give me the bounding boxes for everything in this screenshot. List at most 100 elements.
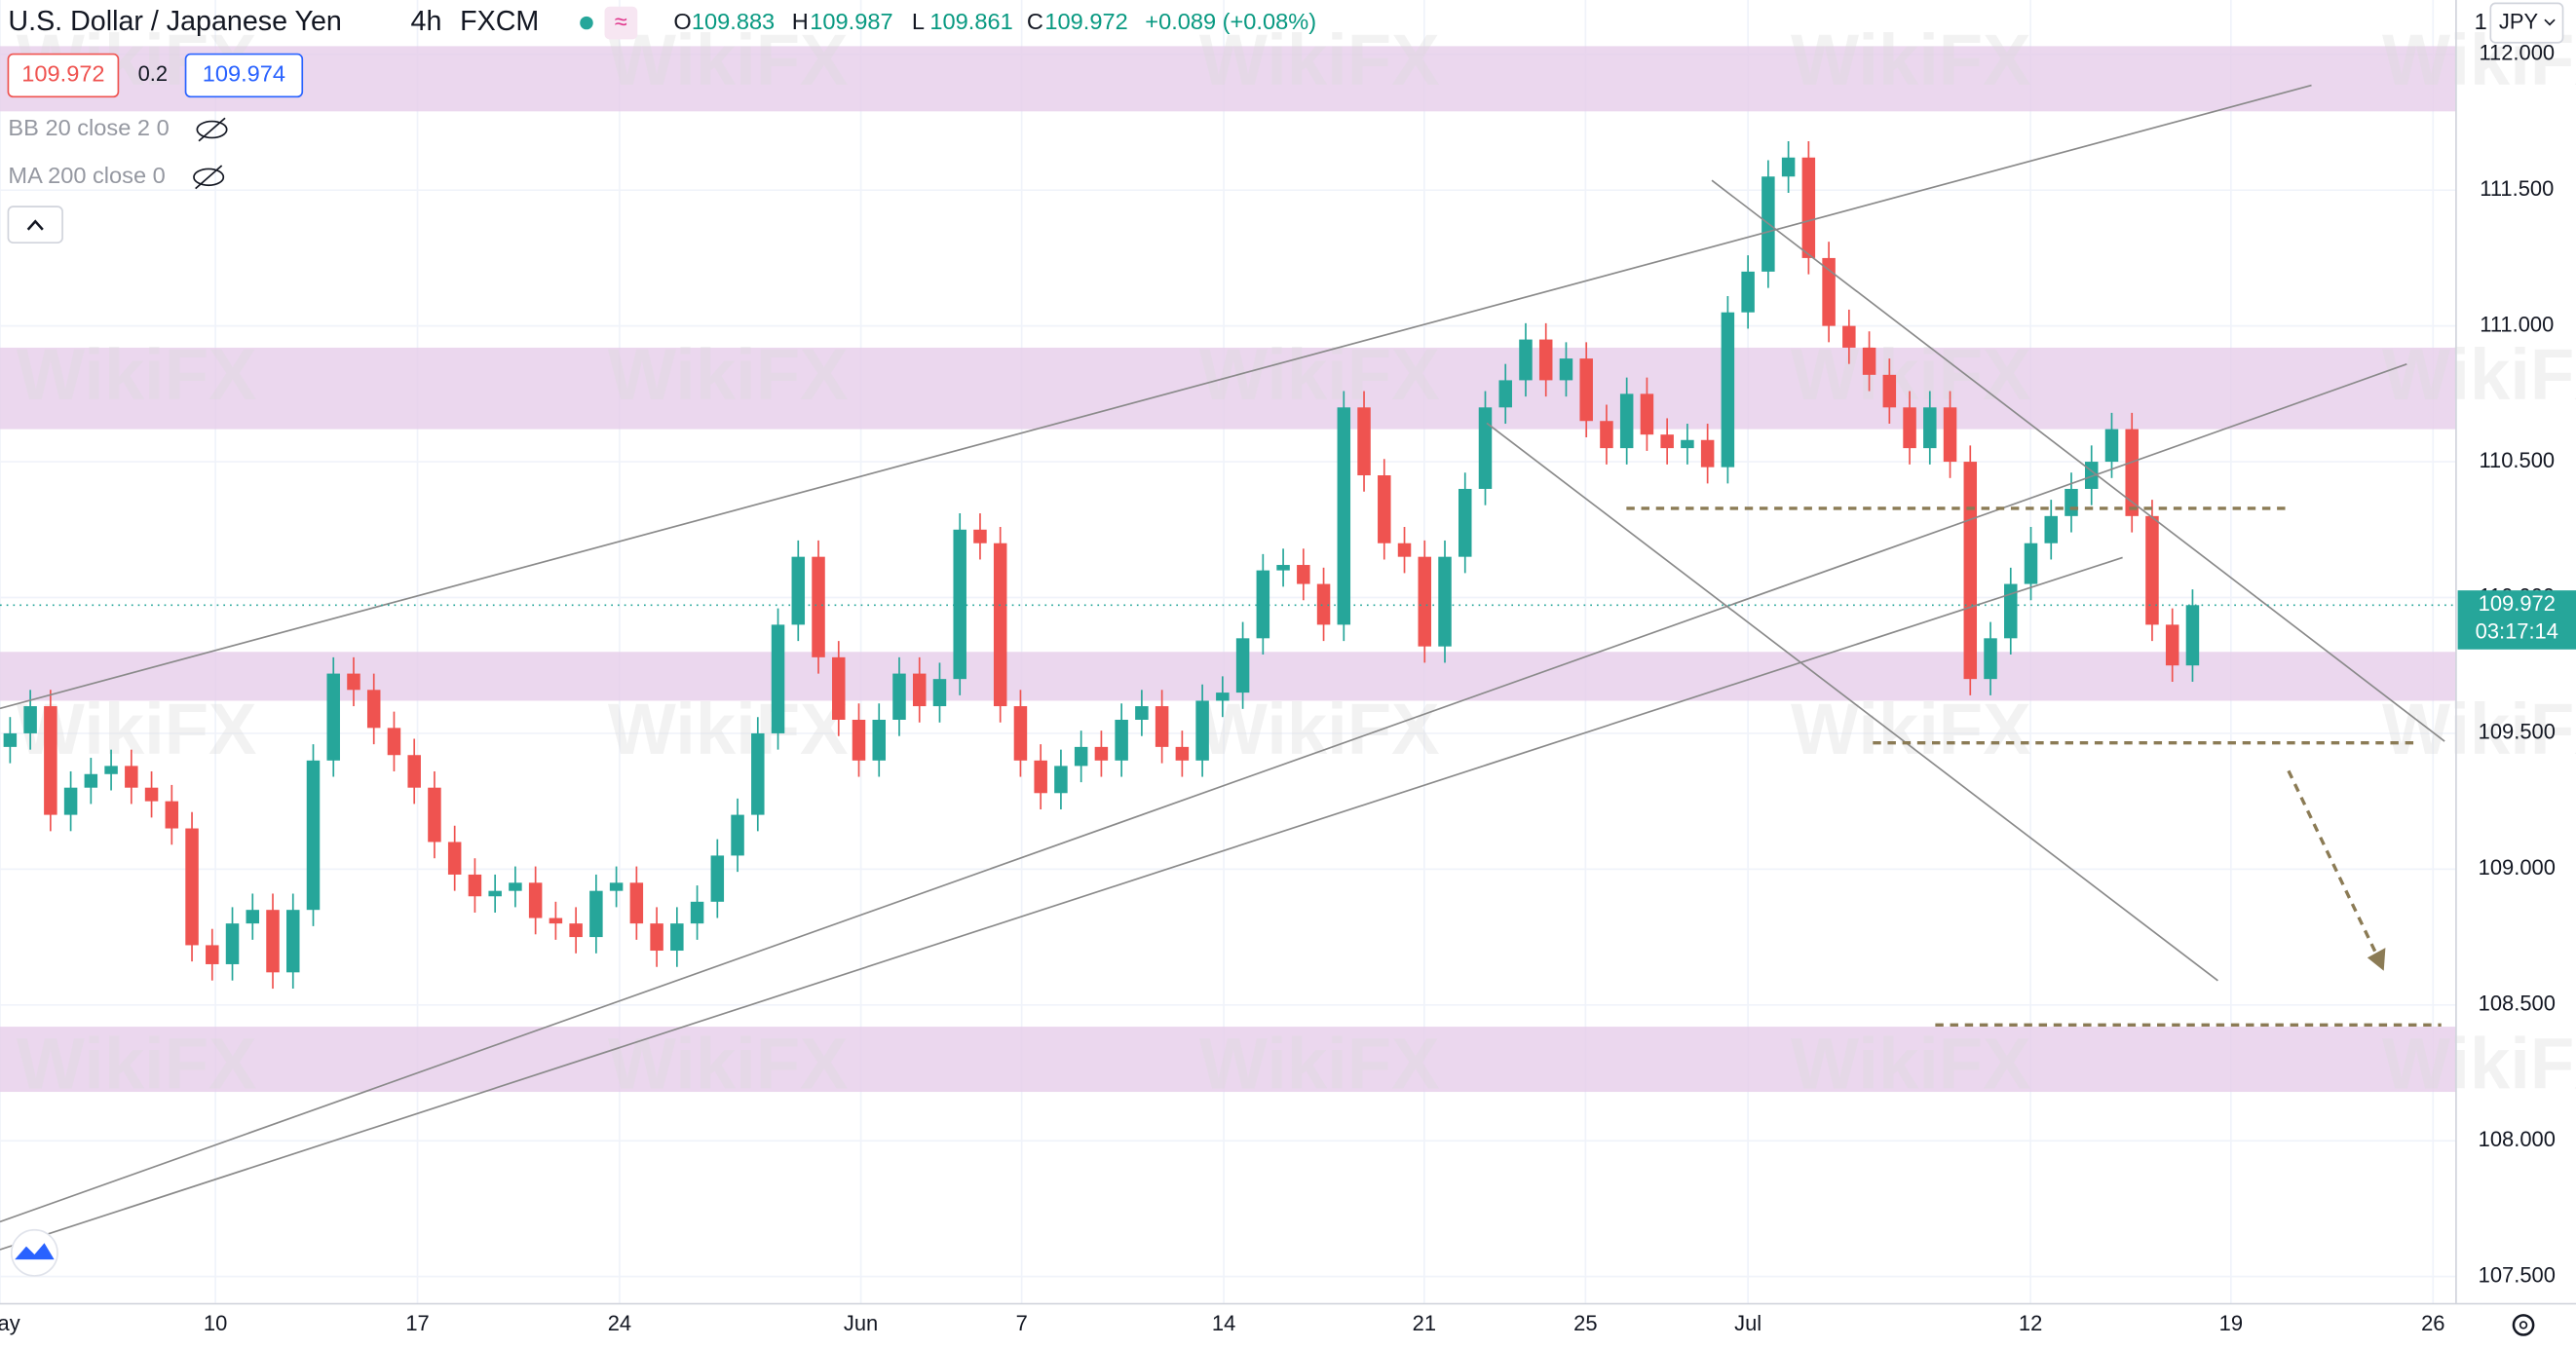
ohlc-legend: O 109.883 H 109.987 L 109.861 C 109.972 [673,9,1127,34]
candle-body [1276,565,1290,571]
candle-body [1600,421,1613,449]
logo-mark [15,1243,55,1260]
candle-body [1438,556,1452,647]
interval[interactable]: 4h [411,6,442,37]
logo [10,1228,58,1277]
zones [0,46,2456,1093]
trend-line[interactable] [1486,422,2218,982]
logo-badge[interactable] [10,1228,58,1277]
candle-body [1579,358,1593,422]
collapse-icon [26,219,44,231]
watermark: WikiFX [1199,1023,1440,1104]
candle-body [488,890,502,897]
x-tick-label: 26 [2421,1311,2444,1335]
candle-body [1700,439,1715,468]
zone [0,46,2456,112]
candle-body [528,882,543,918]
trend-line[interactable] [0,362,2407,1223]
candle-body [670,923,684,952]
candle-body [569,923,583,938]
ohlc-label: O [673,9,691,34]
levels [1626,506,2442,1027]
x-tick-label: 7 [1016,1311,1028,1335]
candle-body [791,556,806,625]
candle-body [347,673,360,691]
candle-body [812,556,825,657]
candle-body [1822,257,1836,326]
candle-body [2024,543,2038,584]
candle-body [1882,374,1897,408]
candle-body [1781,157,1796,177]
candle-body [912,673,927,707]
x-tick-label: May [0,1311,20,1335]
symbol[interactable]: U.S. Dollar / Japanese Yen [8,6,341,37]
candle-body [1155,706,1169,747]
candle-body [165,801,179,829]
wave-icon[interactable] [604,6,638,40]
header: U.S. Dollar / Japanese Yen 4h FXCM ≈ O 10… [7,6,1316,244]
buy-box[interactable] [184,53,304,98]
candle-body [1357,407,1371,476]
candle-body [629,882,644,924]
candle-body [1418,556,1432,647]
arrow-line[interactable] [2287,769,2381,960]
candle-body [1842,325,1856,348]
candle-body [447,842,462,875]
buy-price[interactable]: 109.974 [203,61,285,87]
candle-body [1640,393,1654,435]
currency[interactable]: JPY [2499,9,2539,33]
watermark: WikiFX [17,334,257,415]
y-tick-label: 112.000 [2480,41,2556,65]
trend-line[interactable] [1711,179,2445,742]
ohlc-value: 109.883 [692,9,775,34]
candle-body [932,679,947,707]
candle-body [185,828,199,946]
trend-line[interactable] [0,84,2312,710]
ohlc-label: L [912,9,925,34]
collapse-button[interactable] [7,206,63,244]
candle-body [1619,393,1634,449]
currency-button[interactable] [2489,2,2564,44]
x-tick-label: 14 [1212,1311,1235,1335]
candle-body [1721,312,1735,468]
watermark: WikiFX [1791,334,2031,415]
candle-body [23,706,37,733]
candle-body [428,787,441,842]
candle-body [44,706,57,815]
candle-body [3,732,18,747]
candle-body [286,910,300,973]
watermark: WikiFX [1199,689,1440,769]
hidden-icon[interactable] [193,168,225,187]
candle-body [1337,407,1351,625]
candle-body [690,901,704,924]
indicator[interactable]: BB 20 close 2 0 [8,115,169,140]
trend-line[interactable] [0,556,2123,1251]
candle-body [206,945,219,964]
candle-body [225,923,240,964]
candle-body [1458,488,1472,557]
settings-icon[interactable] [2512,1314,2535,1336]
change: +0.089 (+0.08%) [1145,9,1316,34]
candle-body [387,728,401,756]
candle-body [1195,700,1209,761]
sell-box[interactable] [7,53,120,98]
candle-body [1498,380,1512,408]
candle-body [609,882,624,891]
settings [2512,1314,2535,1336]
candle-body [2165,624,2179,666]
hidden-icon[interactable] [196,120,228,139]
candle-body [993,543,1007,707]
y-tick-label: 110.500 [2480,448,2556,472]
candle-body [266,910,280,973]
sell-price[interactable]: 109.972 [21,61,104,87]
last-price-label: 109.972 [2479,591,2556,616]
watermark: WikiFX [1199,19,1440,100]
watermark: WikiFX [2382,689,2576,769]
candle-body [1741,271,1755,313]
hidden-icon-slash [195,165,223,190]
y-tick-label: 111.500 [2480,176,2554,201]
y-tick-label: 108.500 [2479,992,2556,1016]
ohlc-value: 109.972 [1044,9,1127,34]
candle-body [549,917,563,924]
indicator[interactable]: MA 200 close 0 [8,163,165,188]
